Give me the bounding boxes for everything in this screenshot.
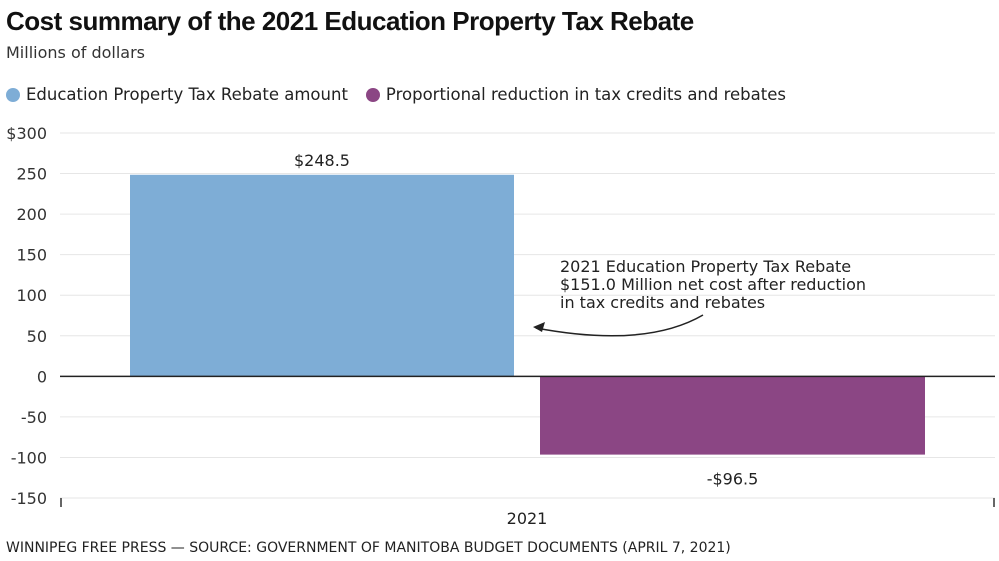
legend: Education Property Tax Rebate amount Pro… [6, 85, 786, 104]
bar-rebate [130, 174, 514, 377]
y-tick-label: 250 [16, 165, 47, 184]
data-label: $248.5 [294, 151, 350, 170]
bar-reduction [540, 376, 925, 455]
y-tick-label: -100 [11, 448, 47, 467]
data-label: -$96.5 [707, 470, 759, 489]
annotation-line: 2021 Education Property Tax Rebate [560, 257, 852, 276]
y-tick-label: $300 [6, 124, 47, 143]
legend-label: Education Property Tax Rebate amount [26, 85, 348, 104]
y-tick-label: -50 [21, 408, 47, 427]
annotation-line: $151.0 Million net cost after reduction [560, 275, 867, 294]
source-note: WINNIPEG FREE PRESS — SOURCE: GOVERNMENT… [6, 540, 731, 556]
arrowhead-icon [533, 322, 545, 332]
y-tick-label: 200 [16, 205, 47, 224]
y-tick-label: 50 [27, 327, 47, 346]
chart-subtitle: Millions of dollars [6, 43, 145, 62]
chart-title: Cost summary of the 2021 Education Prope… [6, 6, 694, 36]
legend-swatch [365, 87, 380, 102]
y-tick-label: 150 [16, 246, 47, 265]
y-tick-label: 0 [37, 367, 47, 386]
annotation: 2021 Education Property Tax Rebate $151.… [560, 258, 866, 312]
legend-swatch [6, 87, 20, 102]
legend-label: Proportional reduction in tax credits an… [385, 85, 786, 104]
y-tick-label: -150 [11, 489, 47, 508]
annotation-line: in tax credits and rebates [560, 293, 766, 312]
y-tick-label: 100 [16, 286, 47, 305]
annotation-arrow [535, 314, 704, 337]
legend-item-reduction: Proportional reduction in tax credits an… [365, 85, 786, 104]
legend-item-rebate: Education Property Tax Rebate amount [6, 85, 348, 104]
x-tick-label: 2021 [507, 509, 548, 528]
